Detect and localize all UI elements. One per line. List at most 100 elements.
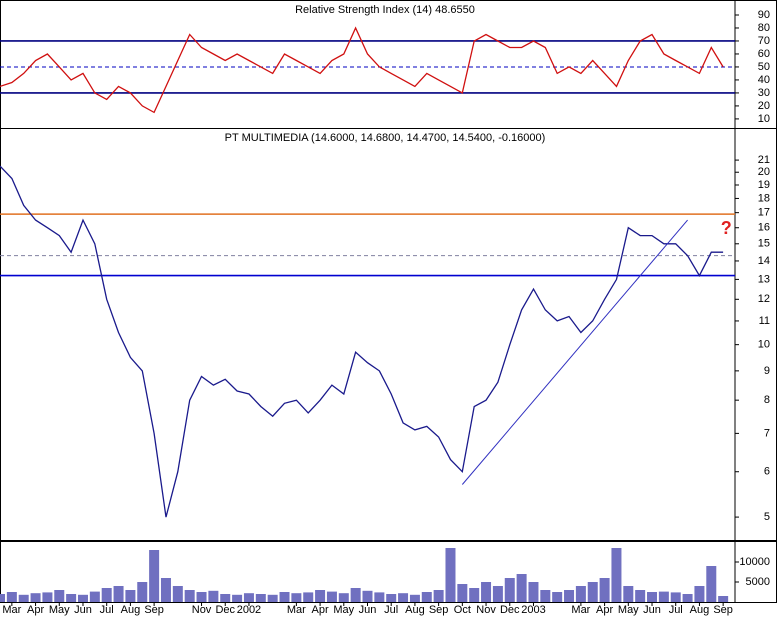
y-tick-label: 6 — [764, 466, 770, 478]
volume-bar — [504, 578, 515, 602]
x-tick-label: Jun — [643, 604, 661, 616]
panel-title: Relative Strength Index (14) 48.6550 — [295, 4, 475, 16]
volume-bar — [599, 578, 610, 602]
annotation: ? — [721, 218, 732, 238]
y-tick-label: 20 — [758, 166, 770, 178]
volume-bar — [184, 590, 195, 602]
volume-bar — [433, 590, 444, 602]
x-tick-label: Apr — [27, 604, 44, 616]
x-tick-label: Apr — [312, 604, 329, 616]
panel-title: PT MULTIMEDIA (14.6000, 14.6800, 14.4700… — [225, 132, 546, 144]
volume-bar — [421, 592, 432, 602]
volume-bar — [66, 594, 77, 602]
x-tick-label: May — [333, 604, 354, 616]
volume-bar — [386, 594, 397, 602]
volume-bar — [611, 548, 622, 602]
y-tick-label: 18 — [758, 192, 770, 204]
y-tick-label: 5 — [764, 511, 770, 523]
x-tick-label: Mar — [571, 604, 590, 616]
volume-bar — [149, 550, 160, 602]
volume-bar — [516, 574, 527, 602]
volume-bar — [694, 586, 705, 602]
y-tick-label: 13 — [758, 273, 770, 285]
volume-bar — [362, 590, 373, 602]
y-tick-label: 10 — [758, 113, 770, 125]
x-tick-label: Jul — [384, 604, 398, 616]
y-tick-label: 7 — [764, 427, 770, 439]
y-tick-label: 9 — [764, 365, 770, 377]
volume-bar — [575, 586, 586, 602]
x-tick-label: May — [49, 604, 70, 616]
y-tick-label: 5000 — [746, 576, 770, 588]
volume-bar — [315, 590, 326, 602]
volume-bar — [125, 590, 136, 602]
volume-bar — [469, 588, 480, 602]
y-tick-label: 11 — [759, 315, 770, 327]
volume-bar — [409, 594, 420, 602]
volume-bar — [528, 582, 539, 602]
volume-bar — [196, 592, 207, 602]
volume-bar — [326, 591, 337, 602]
volume-bar — [0, 594, 5, 602]
volume-bar — [706, 566, 717, 602]
x-tick-label: Nov — [192, 604, 212, 616]
volume-bar — [101, 588, 112, 602]
volume-bar — [682, 594, 693, 602]
series-line — [0, 26, 724, 114]
y-tick-label: 19 — [758, 179, 770, 191]
x-tick-label: Nov — [476, 604, 496, 616]
volume-bar — [718, 596, 729, 602]
volume-bar — [208, 590, 219, 602]
volume-bar — [89, 591, 100, 602]
volume-bar — [374, 592, 385, 602]
y-tick-label: 8 — [764, 394, 770, 406]
x-tick-label: Sep — [144, 604, 164, 616]
series-line — [0, 165, 724, 518]
volume-bar — [635, 590, 646, 602]
x-tick-label: Sep — [713, 604, 733, 616]
y-tick-label: 20 — [758, 100, 770, 112]
volume-bar — [623, 586, 634, 602]
x-tick-label: Aug — [690, 604, 710, 616]
x-tick-label: May — [618, 604, 639, 616]
x-tick-label: Jun — [359, 604, 377, 616]
y-tick-label: 12 — [758, 293, 770, 305]
volume-bar — [267, 594, 278, 602]
volume-bar — [492, 586, 503, 602]
y-tick-label: 50 — [758, 61, 770, 73]
volume-bar — [398, 593, 409, 602]
x-tick-label: Oct — [454, 604, 471, 616]
x-tick-label: 2003 — [521, 604, 545, 616]
volume-bar — [445, 548, 456, 602]
volume-bar — [172, 586, 183, 602]
volume-bar — [30, 593, 41, 602]
y-tick-label: 60 — [758, 48, 770, 60]
x-tick-label: Jun — [74, 604, 92, 616]
x-tick-label: 2002 — [237, 604, 261, 616]
volume-bar — [481, 582, 492, 602]
x-tick-label: Apr — [596, 604, 613, 616]
volume-bar — [350, 588, 361, 602]
volume-bar — [18, 594, 29, 602]
volume-bar — [6, 592, 17, 602]
volume-bar — [243, 593, 254, 602]
volume-bar — [220, 594, 231, 602]
volume-bar — [338, 593, 349, 602]
y-tick-label: 10 — [758, 339, 770, 351]
x-tick-label: Sep — [429, 604, 449, 616]
x-tick-label: Dec — [500, 604, 520, 616]
volume-bar — [54, 590, 65, 602]
volume-bar — [232, 594, 243, 602]
x-tick-label: Aug — [405, 604, 425, 616]
volume-bar — [540, 590, 551, 602]
x-tick-label: Jul — [100, 604, 114, 616]
y-tick-label: 70 — [758, 35, 770, 47]
volume-bar — [564, 590, 575, 602]
volume-bar — [587, 582, 598, 602]
volume-bar — [77, 594, 88, 602]
trend-line — [461, 219, 688, 485]
y-tick-label: 80 — [758, 22, 770, 34]
volume-bar — [647, 592, 658, 602]
